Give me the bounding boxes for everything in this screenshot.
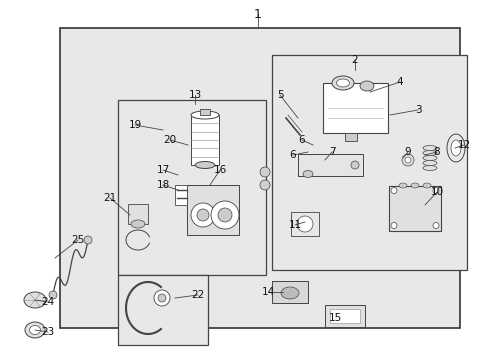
Bar [118, 100, 265, 275]
Text: 11: 11 [288, 220, 301, 230]
Text: 10: 10 [429, 187, 443, 197]
Circle shape [84, 236, 92, 244]
Ellipse shape [303, 171, 312, 177]
Text: 17: 17 [156, 165, 169, 175]
Ellipse shape [24, 292, 46, 308]
Bar [128, 204, 148, 224]
Circle shape [432, 188, 438, 194]
Text: 19: 19 [128, 120, 142, 130]
Text: 5: 5 [276, 90, 283, 100]
Text: 7: 7 [328, 147, 335, 157]
Text: 3: 3 [414, 105, 421, 115]
Text: 24: 24 [41, 297, 55, 307]
Bar [297, 154, 362, 176]
Circle shape [197, 209, 208, 221]
Ellipse shape [359, 81, 373, 91]
Ellipse shape [422, 150, 436, 156]
Bar [325, 305, 364, 327]
Text: 25: 25 [71, 235, 84, 245]
Bar [271, 55, 466, 270]
Text: 14: 14 [261, 287, 274, 297]
Text: 18: 18 [156, 180, 169, 190]
Text: 15: 15 [328, 313, 341, 323]
Ellipse shape [450, 140, 460, 156]
Bar [271, 281, 307, 303]
Ellipse shape [422, 161, 436, 166]
Text: 20: 20 [163, 135, 176, 145]
Ellipse shape [398, 183, 406, 188]
Text: 8: 8 [433, 147, 439, 157]
Ellipse shape [422, 166, 436, 171]
Bar [290, 212, 318, 236]
Bar [118, 275, 207, 345]
Bar [200, 109, 209, 115]
Ellipse shape [410, 183, 418, 188]
Text: 6: 6 [298, 135, 305, 145]
Ellipse shape [422, 183, 430, 188]
Ellipse shape [195, 162, 214, 168]
Circle shape [210, 201, 239, 229]
Ellipse shape [446, 134, 464, 162]
Bar [60, 28, 459, 328]
Text: 2: 2 [351, 55, 358, 65]
Ellipse shape [25, 322, 45, 338]
Ellipse shape [29, 325, 41, 334]
Bar [322, 83, 386, 133]
Circle shape [260, 180, 269, 190]
Bar [345, 133, 356, 141]
Ellipse shape [331, 76, 353, 90]
Circle shape [390, 188, 396, 194]
Circle shape [154, 290, 170, 306]
Ellipse shape [281, 287, 298, 299]
Ellipse shape [336, 79, 349, 87]
Circle shape [49, 291, 57, 299]
Circle shape [404, 157, 410, 163]
Text: 21: 21 [103, 193, 116, 203]
Circle shape [191, 203, 215, 227]
Circle shape [401, 154, 413, 166]
Ellipse shape [422, 145, 436, 150]
Text: 23: 23 [41, 327, 55, 337]
Text: 9: 9 [404, 147, 410, 157]
Circle shape [390, 222, 396, 229]
Ellipse shape [131, 220, 145, 228]
Text: 13: 13 [188, 90, 201, 100]
Bar [175, 185, 186, 205]
Bar [388, 185, 440, 230]
Ellipse shape [191, 111, 219, 119]
Circle shape [260, 167, 269, 177]
Bar [191, 115, 219, 165]
Circle shape [296, 216, 312, 232]
Circle shape [158, 294, 165, 302]
Bar [329, 309, 359, 323]
Text: 12: 12 [456, 140, 469, 150]
Text: 4: 4 [396, 77, 403, 87]
Ellipse shape [422, 156, 436, 161]
Bar [186, 185, 239, 235]
Text: 16: 16 [213, 165, 226, 175]
Text: 22: 22 [191, 290, 204, 300]
Circle shape [432, 222, 438, 229]
Text: 6: 6 [289, 150, 296, 160]
Circle shape [218, 208, 231, 222]
Text: 1: 1 [254, 8, 262, 21]
Ellipse shape [350, 161, 358, 169]
